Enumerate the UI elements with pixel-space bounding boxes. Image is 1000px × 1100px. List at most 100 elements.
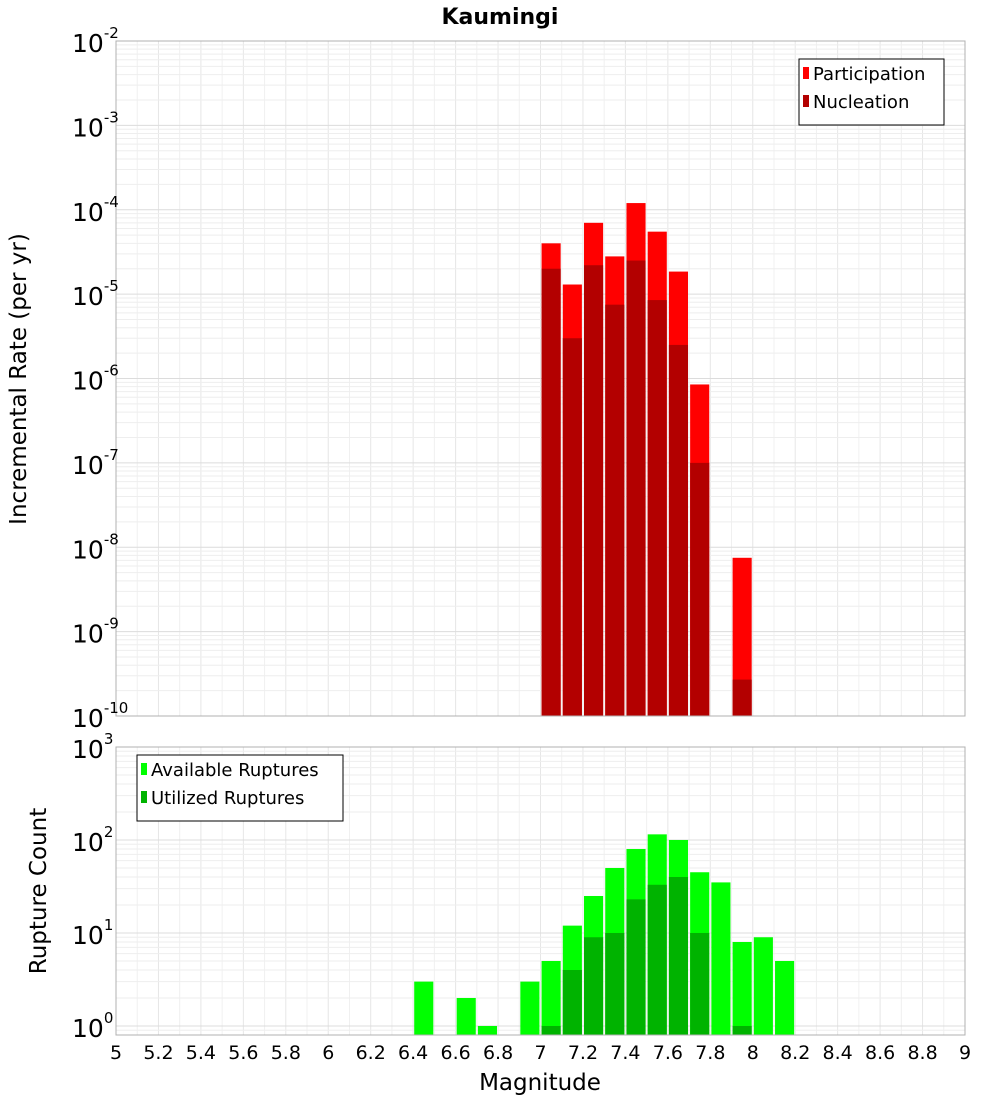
legend-swatch [803, 67, 809, 79]
legend-entry: Utilized Ruptures [151, 788, 304, 809]
bar-nucleation [668, 344, 689, 716]
x-tick-label: 8.8 [907, 1042, 937, 1064]
rate-panel-y-ticks: 10-210-310-410-510-610-710-810-910-10 [72, 24, 128, 733]
y-tick-base: 10 [72, 451, 104, 480]
x-tick-label: 7.4 [610, 1042, 640, 1064]
y-tick-label: 103 [72, 730, 113, 764]
y-tick-base: 10 [72, 113, 104, 142]
y-tick-exponent: 1 [104, 916, 114, 934]
y-tick-exponent: -2 [104, 24, 119, 42]
y-tick-base: 10 [72, 29, 104, 58]
legend-entry: Nucleation [813, 92, 909, 113]
bar-nucleation [690, 462, 710, 716]
y-tick-base: 10 [72, 828, 104, 857]
y-tick-base: 10 [72, 921, 104, 950]
rate-panel-grid [115, 40, 966, 717]
x-tick-label: 5.6 [228, 1042, 258, 1064]
y-tick-label: 10-2 [72, 24, 119, 58]
x-tick-label: 8.6 [865, 1042, 895, 1064]
x-tick-label: 6.4 [398, 1042, 428, 1064]
x-tick-label: 8.4 [823, 1042, 853, 1064]
y-tick-label: 102 [72, 823, 113, 857]
rate-panel-bars [541, 203, 752, 717]
x-tick-label: 5 [110, 1042, 122, 1064]
bar-available-ruptures [477, 1025, 497, 1035]
y-tick-exponent: -5 [104, 277, 119, 295]
y-tick-label: 10-8 [72, 530, 119, 564]
bar-nucleation [647, 300, 667, 716]
y-tick-base: 10 [72, 367, 104, 396]
y-tick-label: 10-10 [72, 699, 128, 733]
bar-utilized-ruptures [690, 932, 710, 1035]
x-tick-label: 5.2 [143, 1042, 173, 1064]
y-tick-exponent: -6 [104, 362, 119, 380]
bar-utilized-ruptures [562, 969, 582, 1035]
y-tick-exponent: -7 [104, 446, 119, 464]
legend-box [798, 58, 945, 126]
y-tick-label: 101 [72, 916, 113, 950]
y-tick-exponent: 2 [104, 823, 114, 841]
rate-panel-frame [115, 40, 966, 717]
y-tick-exponent: -9 [104, 615, 119, 633]
bar-nucleation [584, 265, 604, 716]
rate-panel: 10-210-310-410-510-610-710-810-910-10 In… [6, 24, 966, 733]
x-tick-label: 5.4 [186, 1042, 216, 1064]
bar-nucleation [541, 268, 561, 716]
x-tick-label: 6.6 [440, 1042, 470, 1064]
y-tick-label: 10-5 [72, 277, 119, 311]
rate-panel-y-label: Incremental Rate (per yr) [6, 233, 32, 525]
count-panel-legend: Available Ruptures Utilized Ruptures [136, 754, 344, 822]
bar-available-ruptures [732, 942, 752, 1035]
y-tick-label: 10-6 [72, 362, 119, 396]
bar-available-ruptures [520, 981, 540, 1035]
x-tick-label: 7.8 [695, 1042, 725, 1064]
y-tick-base: 10 [72, 535, 104, 564]
bar-nucleation [562, 338, 582, 716]
y-tick-exponent: 3 [104, 730, 114, 748]
legend-swatch [803, 95, 809, 107]
y-tick-exponent: 0 [104, 1009, 114, 1027]
y-tick-exponent: -4 [104, 193, 119, 211]
y-tick-base: 10 [72, 620, 104, 649]
bar-nucleation [626, 260, 646, 716]
legend-entry: Participation [813, 64, 925, 85]
bar-utilized-ruptures [647, 884, 667, 1035]
bar-utilized-ruptures [626, 899, 646, 1035]
y-tick-exponent: -3 [104, 108, 119, 126]
bar-utilized-ruptures [541, 1025, 561, 1035]
legend-swatch [141, 791, 147, 803]
count-panel-grid [115, 746, 966, 1036]
x-tick-label: 6.2 [356, 1042, 386, 1064]
legend-swatch [141, 763, 147, 775]
bar-available-ruptures [541, 960, 561, 1035]
y-tick-base: 10 [72, 198, 104, 227]
x-axis-label: Magnitude [479, 1070, 601, 1096]
bar-participation [732, 557, 752, 716]
count-panel-y-label: Rupture Count [26, 808, 52, 974]
x-tick-label: 6.8 [483, 1042, 513, 1064]
bar-available-ruptures [775, 960, 795, 1035]
x-tick-label: 5.8 [271, 1042, 301, 1064]
y-tick-label: 10-4 [72, 193, 119, 227]
bar-available-ruptures [711, 882, 731, 1035]
y-tick-exponent: -8 [104, 530, 119, 548]
y-tick-exponent: -10 [104, 699, 129, 717]
x-tick-label: 8.2 [780, 1042, 810, 1064]
legend-box [136, 754, 344, 822]
bar-available-ruptures [753, 937, 773, 1035]
legend-entry: Available Ruptures [151, 760, 319, 781]
y-tick-base: 10 [72, 735, 104, 764]
y-tick-label: 10-7 [72, 446, 119, 480]
y-tick-label: 10-9 [72, 615, 119, 649]
bar-utilized-ruptures [605, 932, 625, 1035]
bar-utilized-ruptures [732, 1025, 752, 1035]
x-tick-label: 9 [959, 1042, 971, 1064]
bar-utilized-ruptures [584, 937, 604, 1035]
y-tick-label: 10-3 [72, 108, 119, 142]
y-tick-base: 10 [72, 282, 104, 311]
y-tick-label: 100 [72, 1009, 113, 1043]
count-panel-frame [115, 746, 966, 1036]
bar-available-ruptures [414, 981, 434, 1035]
